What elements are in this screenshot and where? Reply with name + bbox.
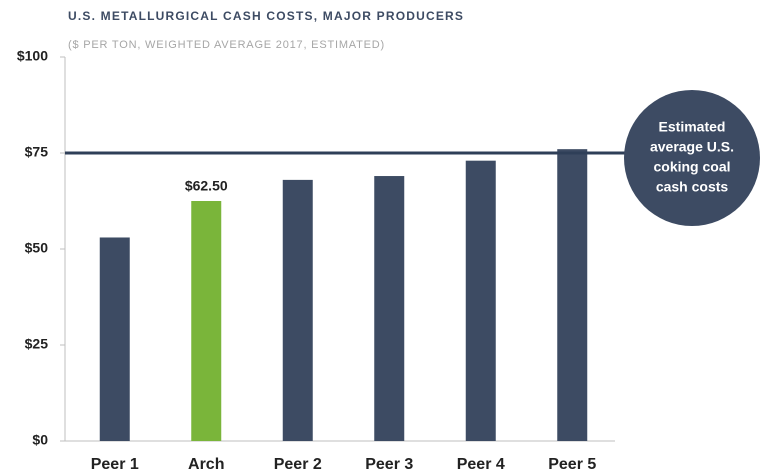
annotation-text: Estimated bbox=[659, 119, 726, 135]
bar bbox=[465, 160, 496, 441]
bar bbox=[374, 176, 405, 442]
annotation-text: average U.S. bbox=[650, 139, 734, 155]
chart-title: U.S. METALLURGICAL CASH COSTS, MAJOR PRO… bbox=[68, 9, 464, 23]
annotation-circle bbox=[624, 90, 760, 226]
y-tick-label: $75 bbox=[25, 144, 49, 160]
y-tick-label: $0 bbox=[32, 432, 48, 448]
annotation-text: cash costs bbox=[656, 179, 729, 195]
y-tick-label: $25 bbox=[25, 336, 49, 352]
annotation-text: coking coal bbox=[653, 159, 730, 175]
x-tick-label: Peer 3 bbox=[365, 456, 413, 473]
x-tick-label: Peer 1 bbox=[91, 456, 139, 473]
bar bbox=[282, 179, 313, 441]
x-tick-label: Peer 5 bbox=[548, 456, 596, 473]
value-label: $62.50 bbox=[185, 178, 228, 194]
bar bbox=[557, 149, 588, 441]
x-tick-label: Arch bbox=[188, 456, 224, 473]
bar bbox=[99, 237, 130, 441]
chart-subtitle: ($ PER TON, WEIGHTED AVERAGE 2017, ESTIM… bbox=[68, 39, 385, 51]
x-tick-label: Peer 4 bbox=[457, 456, 505, 473]
y-tick-label: $100 bbox=[17, 48, 48, 64]
bar bbox=[191, 201, 222, 441]
y-tick-label: $50 bbox=[25, 240, 49, 256]
x-tick-label: Peer 2 bbox=[274, 456, 322, 473]
